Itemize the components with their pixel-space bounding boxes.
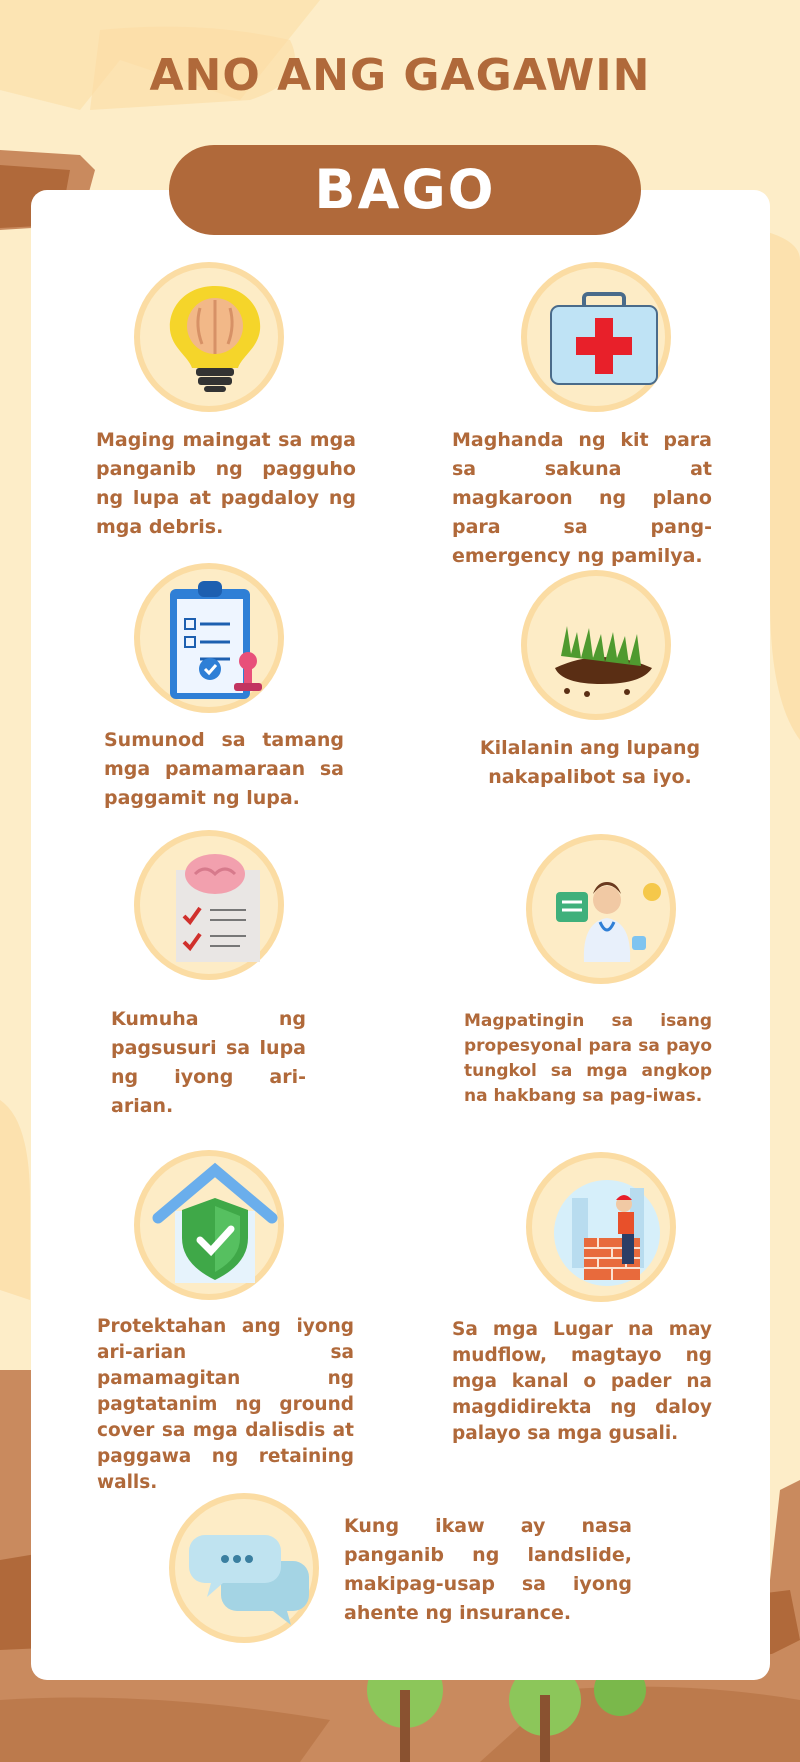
item-text-4: Kilalanin ang lupang nakapalibot sa iyo.	[479, 737, 701, 788]
item-text-9: Kung ikaw ay nasa panganib ng landslide,…	[344, 1515, 632, 1624]
item-text-1: Maging maingat sa mga panganib ng pagguh…	[96, 429, 356, 538]
page-title: ANO ANG GAGAWIN	[149, 50, 651, 101]
lightbulb-brain-icon	[134, 262, 284, 412]
doctor-consultant-icon	[526, 834, 676, 984]
item-text-2: Maghanda ng kit para sa sakuna at magkar…	[452, 429, 712, 567]
item-text-5: Kumuha ng pagsusuri sa lupa ng iyong ari…	[111, 1008, 306, 1117]
item-text-3: Sumunod sa tamang mga pamamaraan sa pagg…	[104, 729, 344, 809]
chat-bubbles-icon	[169, 1493, 319, 1643]
banner-label: BAGO	[169, 145, 641, 235]
item-text-6: Magpatingin sa isang propesyonal para sa…	[464, 1011, 712, 1106]
item-text-7: Protektahan ang iyong ari-arian sa pamam…	[97, 1316, 354, 1493]
brain-checklist-icon	[134, 830, 284, 980]
bricklayer-wall-icon	[526, 1152, 676, 1302]
first-aid-kit-icon	[521, 262, 671, 412]
soil-grass-icon	[521, 570, 671, 720]
house-shield-icon	[134, 1150, 284, 1300]
item-text-8: Sa mga Lugar na may mudflow, magtayo ng …	[452, 1319, 712, 1444]
clipboard-checklist-icon	[134, 563, 284, 713]
